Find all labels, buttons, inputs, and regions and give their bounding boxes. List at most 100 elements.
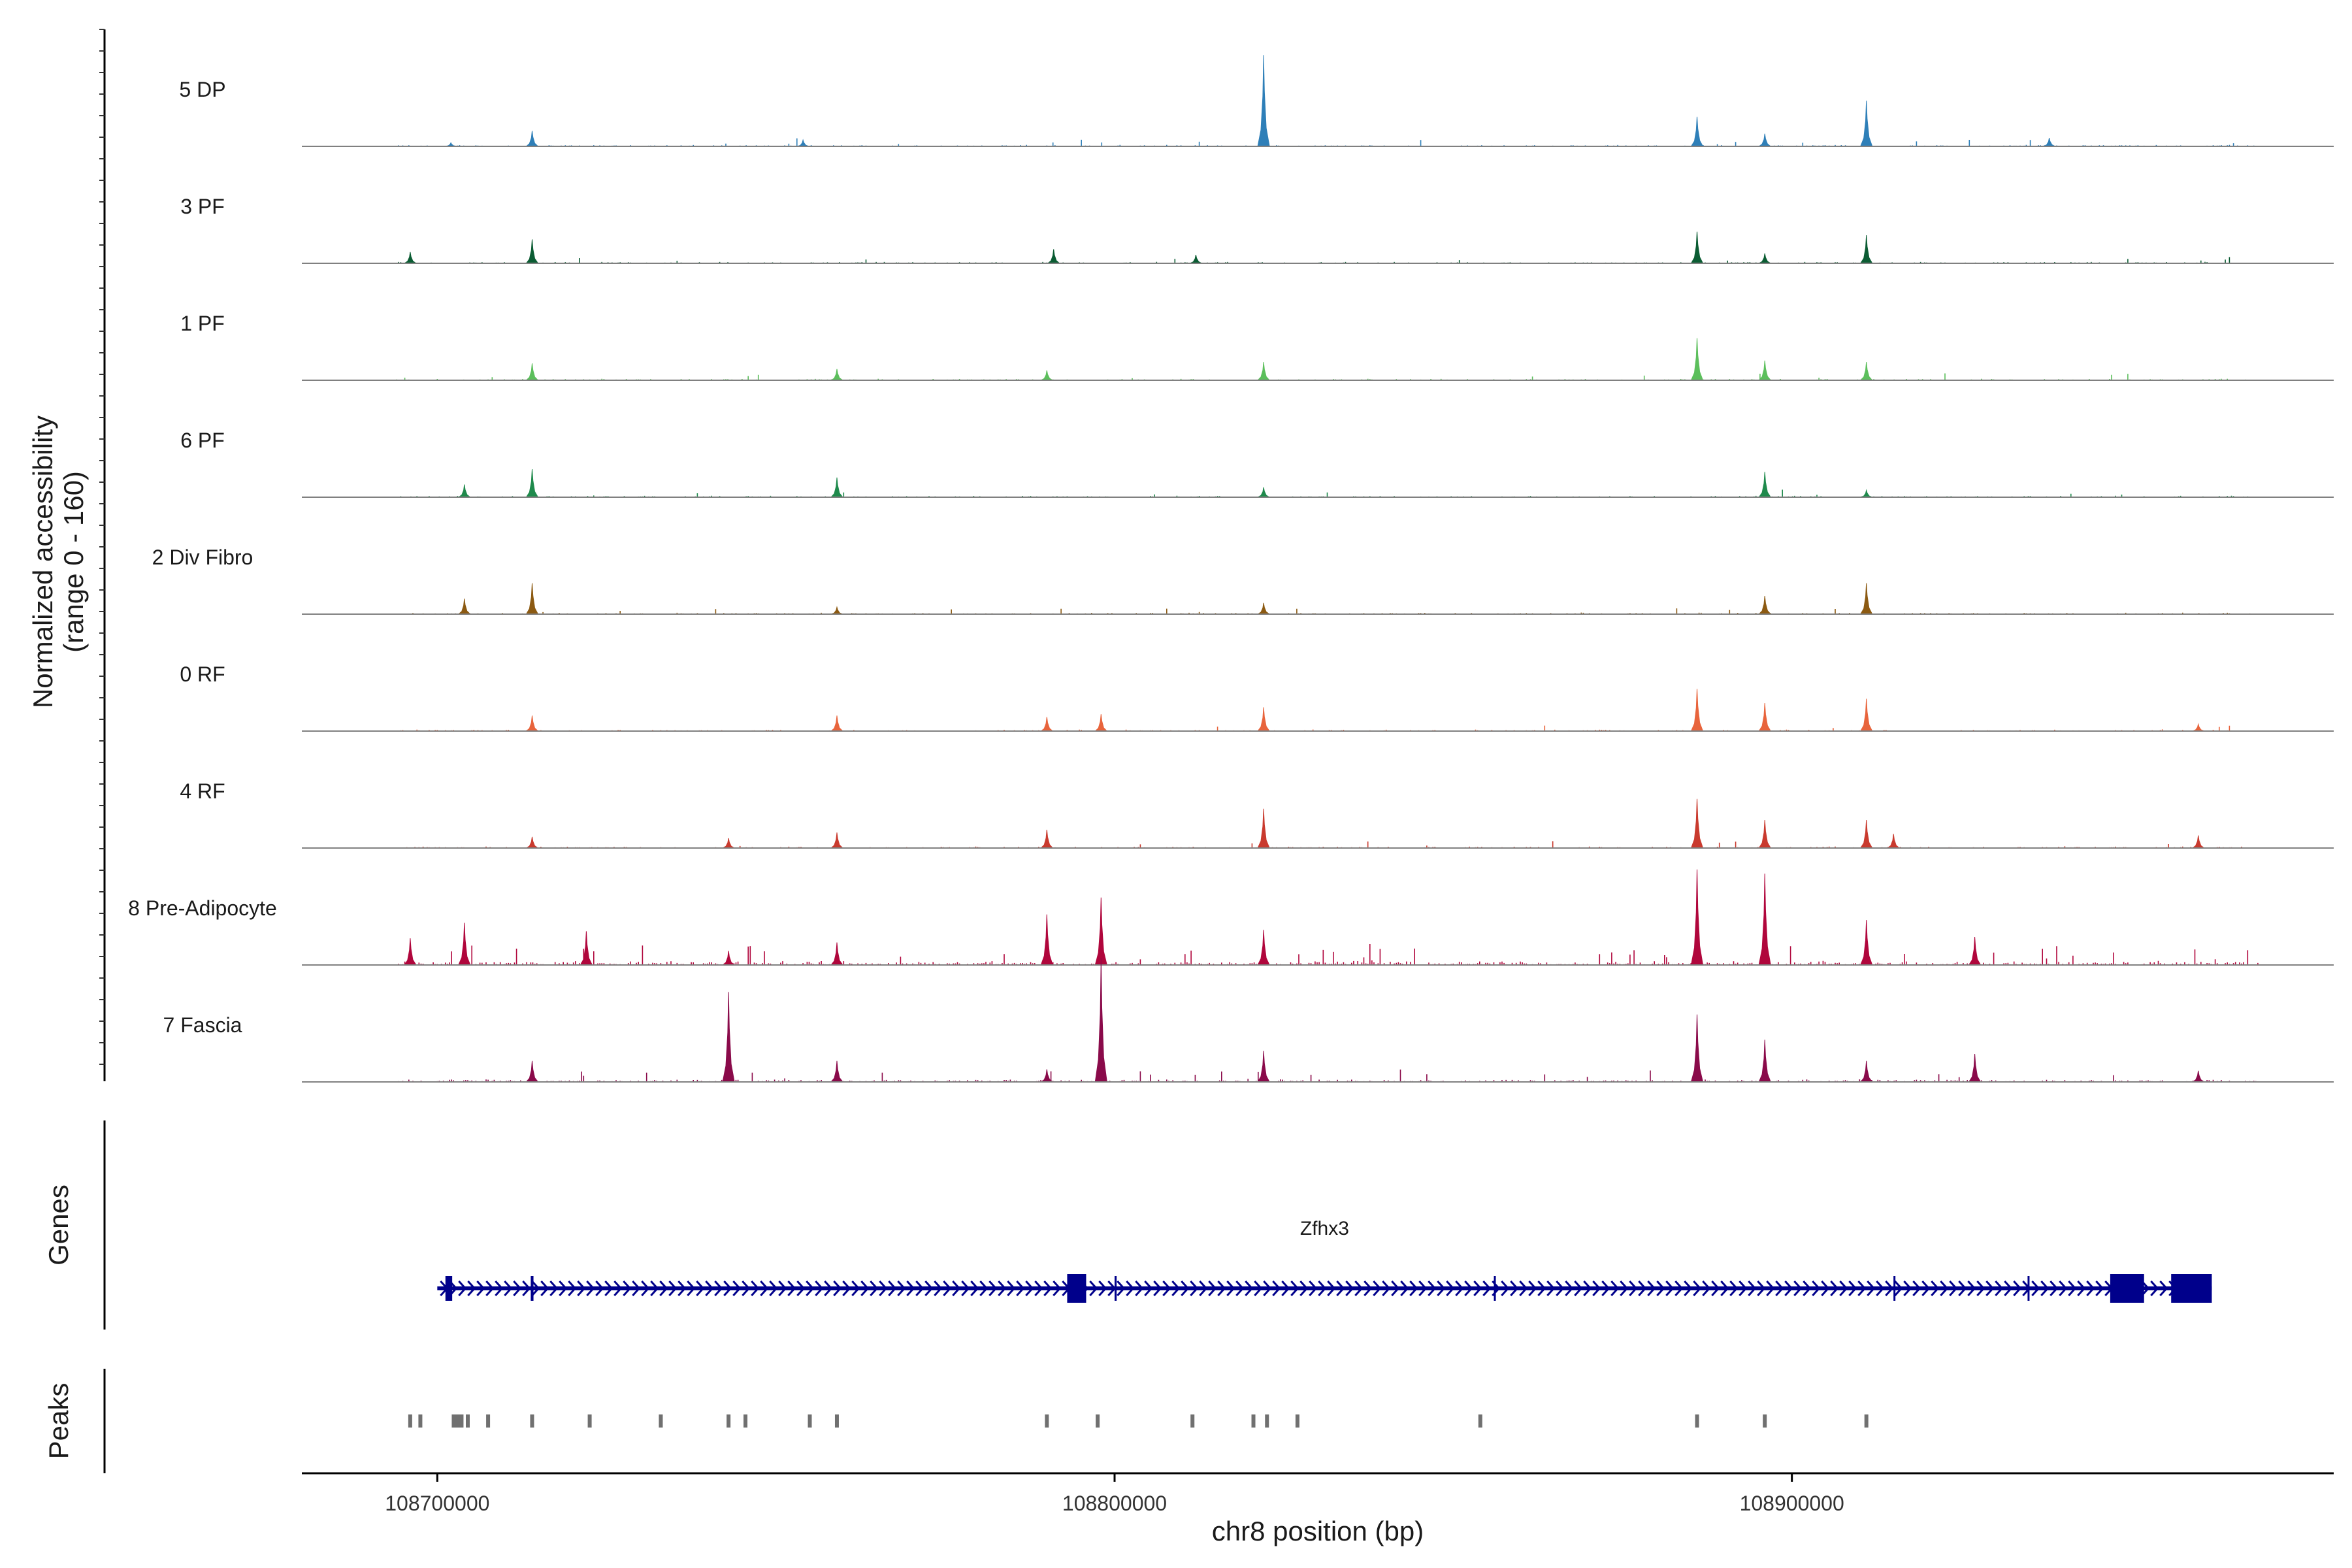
peak-region <box>1251 1414 1256 1428</box>
peak <box>1256 602 1271 615</box>
peak-region <box>1763 1414 1767 1428</box>
peak <box>1041 370 1054 381</box>
peak <box>2191 835 2206 849</box>
peak <box>1257 55 1270 147</box>
track-7: 4 RF <box>180 779 2334 849</box>
peak <box>722 992 735 1083</box>
x-tick-label: 108700000 <box>385 1492 489 1515</box>
peak <box>1859 235 1873 264</box>
peak <box>830 715 844 732</box>
peak-region <box>408 1414 412 1428</box>
peak <box>1040 829 1054 849</box>
gene-track: Zfhx3 <box>437 1218 2212 1303</box>
track-1: 5 DP <box>179 55 2334 147</box>
peak <box>830 832 844 849</box>
peak <box>1758 253 1772 264</box>
peak <box>1690 231 1704 264</box>
peak <box>830 606 843 615</box>
peak <box>1257 707 1271 732</box>
peak <box>1968 1053 1982 1083</box>
peak-region <box>659 1414 663 1428</box>
peak <box>2043 137 2055 147</box>
peak <box>722 838 736 849</box>
peak <box>1190 254 1202 264</box>
exon <box>2027 1276 2030 1301</box>
exon <box>2110 1274 2144 1303</box>
track-6: 0 RF <box>180 662 2334 732</box>
peak <box>525 583 539 615</box>
peak <box>830 477 844 498</box>
gene-name-label: Zfhx3 <box>1300 1218 1349 1239</box>
peak-region <box>451 1414 464 1428</box>
peak <box>830 1060 844 1083</box>
x-tick-label: 108900000 <box>1740 1492 1844 1515</box>
peak <box>1758 819 1772 849</box>
peak-region <box>465 1414 470 1428</box>
track-5: 2 Div Fibro <box>152 546 2334 615</box>
y-axis-title-line1: Normalized accessibility <box>27 416 58 708</box>
peak <box>1757 133 1772 147</box>
peak <box>525 715 539 732</box>
exon <box>2171 1274 2212 1303</box>
peak <box>1094 897 1107 966</box>
peak <box>2191 1070 2206 1083</box>
peak <box>1860 489 1872 498</box>
peak <box>1758 874 1771 966</box>
peak <box>1758 472 1772 498</box>
peak <box>525 131 539 147</box>
peak <box>525 363 539 381</box>
peak-region <box>1265 1414 1269 1428</box>
peak <box>1094 714 1108 732</box>
exon <box>531 1276 534 1301</box>
peak <box>1859 698 1873 732</box>
peak <box>525 239 539 264</box>
track-9: 7 Fascia <box>163 958 2334 1083</box>
peak <box>721 951 736 966</box>
peak-region <box>530 1414 534 1428</box>
peak <box>1886 834 1901 849</box>
peak <box>1690 689 1704 732</box>
exon <box>1893 1276 1896 1301</box>
peak-region <box>743 1414 748 1428</box>
peak <box>1758 702 1772 732</box>
peak <box>1859 1060 1873 1083</box>
exon <box>1067 1274 1086 1303</box>
peak-region <box>1190 1414 1195 1428</box>
peak <box>1257 487 1271 498</box>
peak-region <box>486 1414 491 1428</box>
track-label: 1 PF <box>180 312 225 335</box>
x-axis-title: chr8 position (bp) <box>1212 1516 1424 1546</box>
x-tick-label: 108800000 <box>1062 1492 1167 1515</box>
track-8: 8 Pre-Adipocyte <box>128 869 2334 966</box>
peak <box>1859 583 1873 615</box>
track-label: 7 Fascia <box>163 1013 242 1037</box>
peak <box>796 139 809 147</box>
background-signal <box>396 257 2259 263</box>
x-axis-ticks: 108700000 108800000 108900000 <box>385 1473 1844 1515</box>
peak <box>580 931 593 966</box>
peak <box>525 836 540 849</box>
y-axis-title-line2: (range 0 - 160) <box>58 471 89 653</box>
peak <box>1968 936 1982 966</box>
peak <box>1758 360 1772 381</box>
y-axis-ticks <box>99 29 105 1065</box>
peak <box>2192 723 2204 732</box>
exon <box>1494 1276 1496 1301</box>
peak <box>830 942 843 966</box>
peak <box>403 252 417 264</box>
peak <box>1690 338 1704 381</box>
peak <box>1257 930 1270 966</box>
peak-region <box>1045 1414 1049 1428</box>
peak-region <box>418 1414 423 1428</box>
peak <box>457 484 472 498</box>
peak-region <box>1695 1414 1699 1428</box>
background-signal <box>396 373 2259 380</box>
track-label: 0 RF <box>180 662 225 686</box>
peak <box>1039 717 1054 732</box>
peak-region <box>1096 1414 1100 1428</box>
peak-region <box>1478 1414 1482 1428</box>
peak <box>1690 798 1704 849</box>
background-signal <box>396 138 2259 146</box>
track-2: 3 PF <box>180 195 2334 264</box>
